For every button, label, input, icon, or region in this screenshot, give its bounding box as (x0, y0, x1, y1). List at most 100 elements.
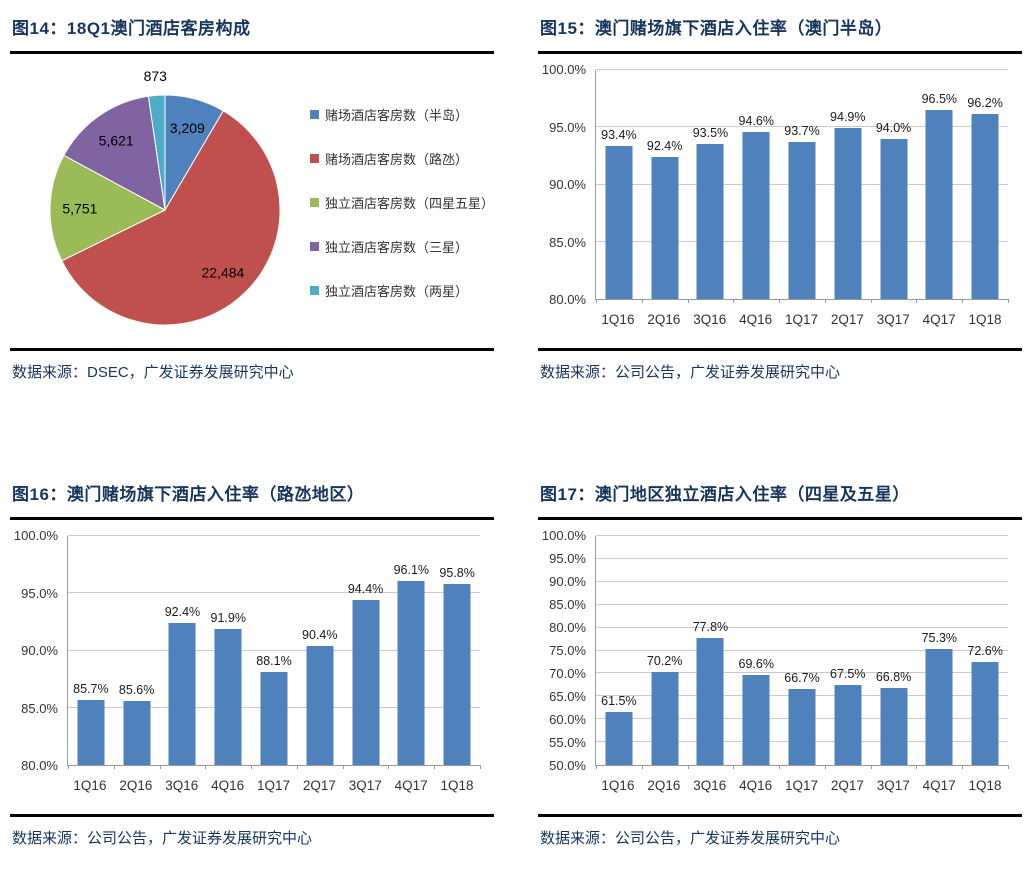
bar-value-label: 94.0% (875, 120, 912, 135)
bar (123, 700, 151, 765)
y-tick-label: 80.0% (549, 292, 586, 307)
y-tick-label: 60.0% (549, 712, 586, 727)
y-tick-label: 80.0% (21, 758, 58, 773)
figure-14-chart: 3,209 22,484 5,751 5,621 873 赌场酒店客房数（半岛） 赌场酒店… (10, 58, 494, 346)
x-tick (870, 299, 872, 303)
figure-15-chart: 80.0% 85.0% 90.0% 95.0% 100.0% 93.4% 92.4% 93.5… (538, 58, 1022, 346)
x-tick (962, 765, 964, 769)
legend-swatch-icon (310, 109, 319, 119)
x-tick-label: 1Q16 (601, 778, 635, 793)
y-tick-label: 90.0% (21, 643, 58, 658)
x-tick-label: 3Q16 (693, 312, 727, 327)
y-tick-label: 100.0% (541, 62, 586, 77)
bar (605, 145, 633, 299)
figure-16-chart: 80.0% 85.0% 90.0% 95.0% 100.0% 85.7% 85.6% 92.4… (10, 524, 494, 812)
gridline (68, 592, 480, 594)
legend-swatch-icon (310, 285, 319, 295)
x-tick (342, 765, 344, 769)
bar-value-label: 85.7% (73, 681, 109, 696)
bar (260, 672, 288, 765)
bar (605, 712, 633, 765)
pie-legend: 赌场酒店客房数（半岛） 赌场酒店客房数（路氹） 独立酒店客房数（四星五星） 独立酒店客… (310, 58, 496, 346)
x-tick-label: 3Q17 (348, 778, 382, 793)
figure-16-panel: 图16：澳门赌场旗下酒店入住率（路氹地区） 80.0% 85.0% 90.0% 95.… (10, 478, 494, 848)
x-tick-label: 4Q16 (739, 312, 773, 327)
figure-16-title: 图16：澳门赌场旗下酒店入住率（路氹地区） (12, 485, 365, 504)
x-tick-label: 1Q18 (440, 778, 474, 793)
gridline (596, 580, 1008, 582)
title-divider-rule (538, 51, 1022, 54)
x-tick-label: 2Q16 (647, 312, 681, 327)
plot-area: 85.7% 85.6% 92.4% 91.9% 88.1% 90.4% 94.4% 96.1%… (67, 535, 481, 769)
bar (397, 580, 425, 765)
bar-value-label: 93.4% (601, 127, 637, 142)
bar (77, 699, 105, 765)
bar-value-label: 96.2% (967, 95, 1003, 110)
source-divider-rule (538, 814, 1022, 817)
pie-value-label: 22,484 (201, 264, 244, 280)
pie-value-label: 5,751 (62, 200, 97, 216)
bar (352, 600, 380, 765)
bar (925, 649, 953, 765)
gridline (596, 535, 1008, 536)
x-tick-label: 2Q16 (119, 778, 153, 793)
x-tick (733, 299, 735, 303)
bar-value-label: 66.8% (875, 670, 912, 685)
x-axis-labels: 1Q16 2Q16 3Q16 4Q16 1Q17 2Q17 3Q17 4Q17 1Q18 (67, 778, 480, 796)
bar (834, 128, 862, 299)
y-tick-label: 85.0% (549, 597, 586, 612)
x-tick (1008, 765, 1009, 769)
bar (651, 157, 679, 299)
x-axis-labels: 1Q16 2Q16 3Q16 4Q16 1Q17 2Q17 3Q17 4Q17 1Q18 (595, 778, 1008, 796)
bar-value-label: 92.4% (646, 139, 683, 154)
legend-item: 独立酒店客房数（三星） (310, 237, 494, 256)
bar (880, 688, 908, 765)
x-tick-label: 2Q16 (647, 778, 681, 793)
x-tick-label: 2Q17 (830, 312, 864, 327)
x-tick-label: 4Q16 (211, 778, 245, 793)
x-tick (641, 299, 643, 303)
plot-area: 93.4% 92.4% 93.5% 94.6% 93.7% 94.9% 94.0% 96.5%… (595, 69, 1009, 303)
y-tick-label: 100.0% (541, 528, 586, 543)
x-tick-label: 1Q16 (73, 778, 107, 793)
bar-value-label: 77.8% (692, 619, 729, 634)
bar-value-label: 94.9% (830, 110, 866, 125)
legend-label: 独立酒店客房数（三星） (325, 239, 469, 255)
x-tick-label: 3Q17 (876, 312, 910, 327)
bar-value-label: 93.7% (784, 124, 820, 139)
charts-row-top: 图14：18Q1澳门酒店客房构成 3,209 22,484 5,751 5,621 87… (0, 12, 1032, 382)
x-tick (641, 765, 643, 769)
bar-value-label: 72.6% (967, 643, 1003, 658)
figure-15-panel: 图15：澳门赌场旗下酒店入住率（澳门半岛） 80.0% 85.0% 90.0% 95.… (538, 12, 1022, 382)
figure-15-source: 数据来源：公司公告，广发证券发展研究中心 (540, 364, 841, 381)
gridline (596, 603, 1008, 605)
y-tick-label: 50.0% (549, 758, 586, 773)
figure-14-title: 图14：18Q1澳门酒店客房构成 (12, 19, 251, 38)
bar (214, 628, 242, 765)
legend-item: 赌场酒店客房数（半岛） (310, 105, 494, 124)
bar-value-label: 69.6% (738, 657, 774, 672)
bar (971, 661, 999, 765)
bar (971, 113, 999, 299)
figure-14-panel: 图14：18Q1澳门酒店客房构成 3,209 22,484 5,751 5,621 87… (10, 12, 494, 382)
x-tick-label: 2Q17 (830, 778, 864, 793)
bar-value-label: 66.7% (784, 670, 820, 685)
bar (742, 675, 770, 765)
title-divider-rule (10, 517, 494, 520)
gridline (596, 126, 1008, 128)
y-tick-label: 70.0% (549, 666, 586, 681)
bar-value-label: 91.9% (210, 610, 246, 625)
bar (742, 131, 770, 299)
x-tick (596, 299, 597, 303)
legend-item: 独立酒店客房数（两星） (310, 281, 494, 300)
pie-slice (63, 95, 166, 211)
bar (788, 688, 816, 765)
figure-14-source: 数据来源：DSEC，广发证券发展研究中心 (12, 364, 294, 381)
x-tick (434, 765, 436, 769)
x-tick (596, 765, 597, 769)
y-tick-label: 75.0% (549, 643, 586, 658)
x-tick-label: 3Q17 (876, 778, 910, 793)
bar-value-label: 95.8% (439, 566, 475, 581)
bar-value-label: 70.2% (646, 654, 683, 669)
